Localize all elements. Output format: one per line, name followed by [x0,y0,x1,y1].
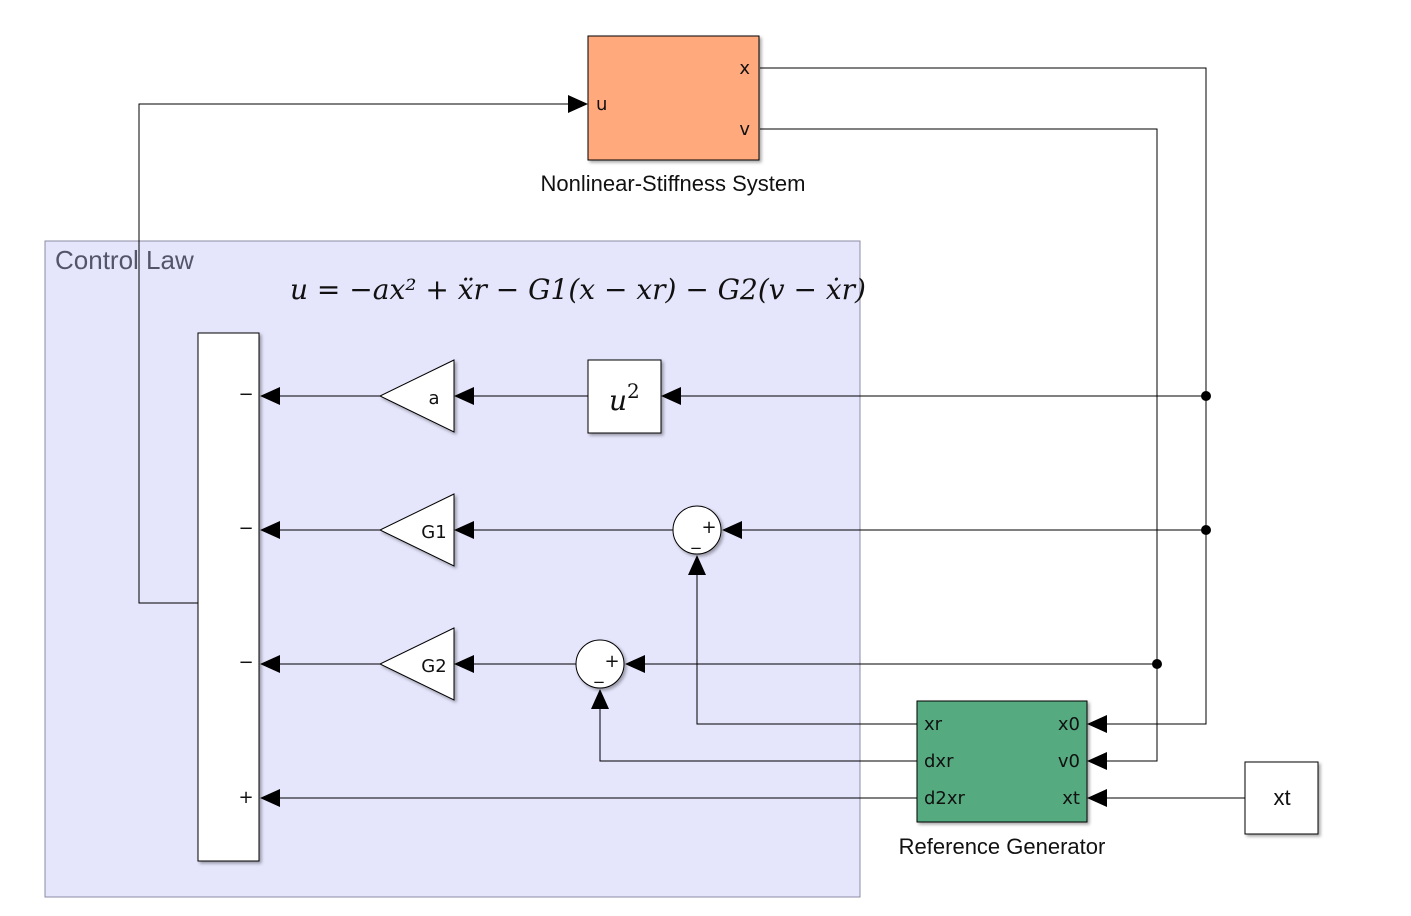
square-base: u [609,384,627,417]
gain-g1-label: G1 [421,522,446,543]
arrow-sum1-in [722,521,742,539]
arrow-sum-in2 [260,521,280,539]
arrow-sum-in3 [260,655,280,673]
gain-a-label: a [428,388,439,409]
square-expression: u2 [609,379,640,417]
line-sum-to-plant-u [138,103,572,604]
arrow-g2-in [454,655,474,673]
branch-dot-x-2 [1201,525,1211,535]
arrow-sum-in4 [260,789,280,807]
control-law-title: Control Law [55,245,194,275]
line-dxr-to-sum2 [599,706,917,762]
arrow-sum1-bottom [688,555,706,575]
gain-a-block[interactable]: a [378,359,455,433]
line-xr-to-sum1 [696,571,917,725]
refgen-port-x0: x0 [1058,714,1080,735]
plant-label: Nonlinear-Stiffness System [541,171,806,196]
arrow-refgen-xt [1087,789,1107,807]
sum2-plus: + [604,651,619,672]
arrow-sum2-in [625,655,645,673]
sum1-plus: + [701,517,716,538]
reference-generator-block[interactable]: xr dxr d2xr x0 v0 xt [916,700,1088,823]
sum-block[interactable]: − − − + [197,332,260,862]
sum1-circle[interactable]: + _ [672,505,722,555]
arrow-refgen-x0 [1087,715,1107,733]
sum-sign-2: − [238,518,253,539]
reference-generator-label: Reference Generator [899,834,1106,859]
refgen-port-xt: xt [1062,788,1080,809]
arrow-sum-in1 [260,387,280,405]
sum-sign-1: − [238,384,253,405]
refgen-port-d2xr: d2xr [924,788,966,809]
branch-dot-x-1 [1201,391,1211,401]
control-law-equation: u = −ax² + ẍr − G1(x − xr) − G2(v − ẋr) [290,273,866,306]
xt-constant-label: xt [1273,785,1290,810]
refgen-port-dxr: dxr [924,751,954,772]
sum-sign-3: − [238,652,253,673]
arrow-gain-a-in [454,387,474,405]
plant-port-v: v [739,119,750,140]
xt-constant-block[interactable]: xt [1244,761,1319,835]
control-law-area[interactable] [44,240,861,898]
branch-dot-v [1152,659,1162,669]
refgen-port-v0: v0 [1058,751,1080,772]
plant-block[interactable]: u x v [587,35,760,161]
plant-port-x: x [739,58,750,79]
sum2-circle[interactable]: + _ [575,639,625,689]
gain-g2-block[interactable]: G2 [378,627,455,701]
gain-g2-label: G2 [421,656,446,677]
sum2-minus: _ [594,663,605,684]
plant-port-u: u [596,94,607,115]
signal-lines [138,67,1245,799]
arrow-sum2-bottom [591,689,609,709]
sum1-minus: _ [691,529,702,550]
arrowheads [260,95,1107,807]
sum-sign-4: + [238,787,253,808]
arrow-plant-u [568,95,588,113]
arrow-g1-in [454,521,474,539]
square-block[interactable]: u2 [587,359,662,434]
arrow-refgen-v0 [1087,752,1107,770]
square-exponent: 2 [627,379,640,403]
branch-points [1152,391,1211,669]
arrow-square-in [661,387,681,405]
gain-g1-block[interactable]: G1 [378,493,455,567]
refgen-port-xr: xr [924,714,943,735]
line-v-output [760,128,1158,762]
